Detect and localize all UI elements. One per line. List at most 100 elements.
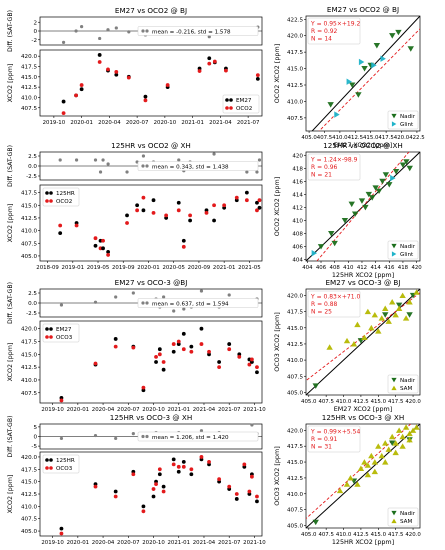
legend-marker xyxy=(229,98,233,102)
satellite-point xyxy=(113,494,118,499)
scatter-panel-sc4: 125HR vs OCO-3 @ XH420.0417.5415.0412.54… xyxy=(273,413,421,546)
legend-marker xyxy=(391,377,397,383)
legend-marker xyxy=(391,251,397,257)
ytick-label: 412.5 xyxy=(21,85,37,91)
xtick-label: 2019-10 xyxy=(41,407,64,413)
satellite-point xyxy=(151,487,156,491)
legend-label: Nadir xyxy=(400,378,416,384)
stats-line: Y = 0.95×+19.2 xyxy=(310,21,360,28)
satellite-point xyxy=(154,354,158,359)
panel-title: 125HR vs OCO2 @ XH xyxy=(323,141,403,150)
ground-point xyxy=(176,469,181,474)
xtick-label: 417.5 xyxy=(388,532,403,538)
ground-point xyxy=(227,342,232,346)
stats-line: R = 0.88 xyxy=(311,301,338,308)
satellite-point xyxy=(188,213,193,218)
xtick-label: 2021-10 xyxy=(243,407,266,413)
ytick-label: 407.5 xyxy=(287,508,303,514)
xtick-label: 420 xyxy=(411,265,422,271)
point-nadir xyxy=(392,169,400,175)
ytick-label: 410.0 xyxy=(287,99,303,105)
point-sam xyxy=(392,440,399,446)
diff-point xyxy=(93,300,98,304)
xlabel: 125HR XCO2 [ppm] xyxy=(332,271,394,279)
ground-point xyxy=(181,331,186,336)
ylabel: XCO2 [ppm] xyxy=(6,64,14,103)
satellite-point xyxy=(247,489,252,494)
ground-point xyxy=(157,472,162,477)
point-nadir xyxy=(351,211,359,217)
diff-ytick-label: 2.5 xyxy=(28,154,37,160)
legend-label: EM27 xyxy=(56,327,72,333)
point-sam xyxy=(326,344,333,350)
satellite-point xyxy=(59,531,64,536)
ytick-label: 417.5 xyxy=(21,191,37,197)
satellite-point xyxy=(165,83,170,87)
diff-point xyxy=(227,293,231,297)
satellite-point xyxy=(161,360,166,364)
ground-point xyxy=(154,360,158,364)
axes-frame xyxy=(305,423,421,529)
xtick-label: 405.0 xyxy=(301,399,317,405)
point-nadir xyxy=(382,172,390,178)
satellite-point xyxy=(227,484,232,489)
plot-area xyxy=(306,424,420,528)
satellite-point xyxy=(207,61,212,66)
legend-marker xyxy=(49,327,53,331)
legend-label: Nadir xyxy=(400,114,416,120)
ground-point xyxy=(234,497,239,501)
satellite-point xyxy=(255,494,259,499)
satellite-point xyxy=(93,484,98,489)
satellite-point xyxy=(217,365,222,370)
diff-point xyxy=(250,423,254,427)
point-sam xyxy=(399,292,406,299)
satellite-point xyxy=(164,213,169,218)
ytick-label: 405.0 xyxy=(287,523,303,529)
ytick-label: 415.0 xyxy=(21,203,37,209)
satellite-point xyxy=(255,365,259,370)
one-to-one-line xyxy=(306,289,420,395)
satellite-point xyxy=(237,354,242,359)
scatter-panel-sc3: EM27 vs OCO-3 @ BJ420.0417.5415.0412.541… xyxy=(273,278,421,413)
point-sam xyxy=(350,341,358,347)
diff-point xyxy=(212,152,216,156)
legend-marker xyxy=(391,243,397,249)
xtick-label: 2021-04 xyxy=(209,120,232,126)
diff-ytick-label: -2.5 xyxy=(26,174,37,180)
xtick-label: 2021-10 xyxy=(243,540,266,546)
ytick-label: 405.0 xyxy=(21,254,37,260)
diff-legend-box xyxy=(137,26,259,36)
xtick-label: 412 xyxy=(357,265,367,271)
xtick-label: 422.5 xyxy=(409,135,424,141)
point-nadir xyxy=(386,182,393,188)
diff-ytick-label: 2 xyxy=(33,20,37,26)
xtick-label: 2020-07 xyxy=(117,540,140,546)
stats-line: N = 25 xyxy=(311,309,332,316)
satellite-point xyxy=(189,349,194,354)
xtick-label: 2021-07 xyxy=(218,407,241,413)
point-sam xyxy=(392,449,399,456)
legend-marker xyxy=(45,466,49,470)
panel-title: EM27 vs OCO2 @ BJ xyxy=(327,5,399,14)
satellite-point xyxy=(113,344,118,349)
legend-label: 125HR xyxy=(56,191,75,197)
point-sam xyxy=(361,459,368,465)
legend-marker xyxy=(49,199,53,203)
point-sam xyxy=(354,481,361,487)
point-nadir xyxy=(312,519,319,526)
xtick-label: 2021-04 xyxy=(193,407,216,413)
xtick-label: 420.0 xyxy=(405,532,421,538)
satellite-point xyxy=(250,357,254,362)
ytick-label: 407.5 xyxy=(21,517,37,523)
ytick-label: 415.0 xyxy=(21,480,37,486)
satellite-point xyxy=(176,208,181,213)
ground-point xyxy=(189,472,194,477)
ytick-label: 420.0 xyxy=(21,327,37,333)
point-sam xyxy=(395,305,403,311)
ytick-label: 407.5 xyxy=(21,241,37,247)
point-sam xyxy=(375,328,382,334)
satellite-point xyxy=(131,472,136,477)
timeseries-panel-ts1: EM27 vs OCO2 @ BJ 2 0 -2 mean = -0.216, std … xyxy=(6,6,263,126)
satellite-point xyxy=(154,482,158,487)
